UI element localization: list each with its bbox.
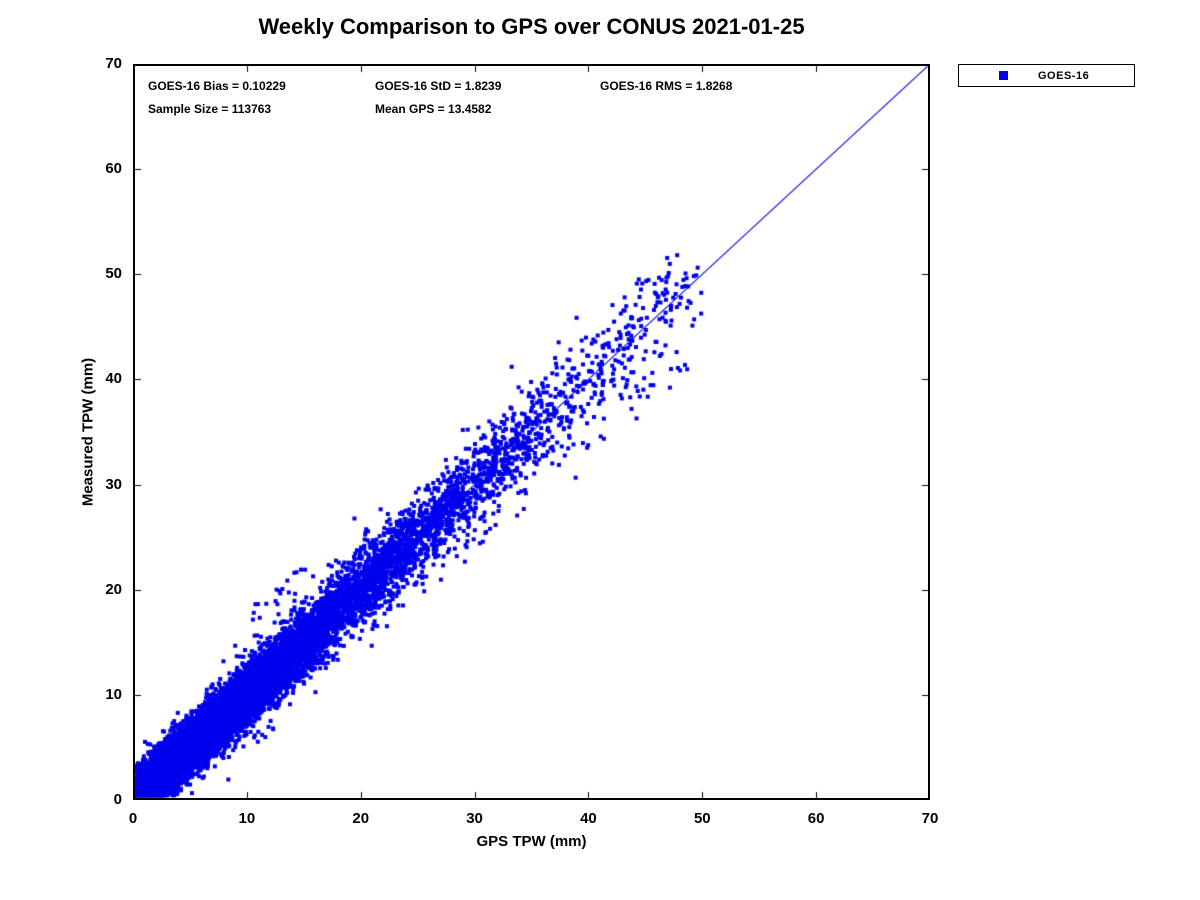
legend: GOES-16 [958, 64, 1135, 87]
x-tick-label: 30 [466, 810, 483, 827]
x-tick-label: 70 [921, 810, 939, 827]
x-tick-label: 10 [238, 810, 256, 827]
chart-title: Weekly Comparison to GPS over CONUS 2021… [258, 14, 805, 39]
x-axis-label: GPS TPW (mm) [476, 833, 587, 850]
y-tick-label: 50 [105, 265, 122, 283]
y-tick-label: 10 [105, 685, 122, 703]
legend-square-marker-icon [999, 71, 1008, 80]
y-tick-label: 70 [105, 55, 122, 72]
y-tick-label: 20 [105, 580, 122, 598]
stat-std: GOES-16 StD = 1.8239 [375, 79, 502, 93]
x-tick-label: 0 [128, 810, 138, 827]
y-axis-label: Measured TPW (mm) [79, 357, 97, 507]
y-tick-label: 0 [113, 791, 122, 808]
y-tick-label: 40 [105, 370, 122, 388]
stat-bias: GOES-16 Bias = 0.10229 [148, 79, 286, 93]
stat-rms: GOES-16 RMS = 1.8268 [600, 79, 733, 93]
x-tick-label: 50 [693, 810, 711, 827]
x-tick-label: 20 [352, 810, 370, 827]
y-tick-label: 30 [105, 475, 122, 493]
scatter-plot-canvas [133, 64, 930, 800]
legend-series-label: GOES-16 [1038, 69, 1090, 82]
x-tick-label: 40 [580, 810, 597, 827]
stat-mean-gps: Mean GPS = 13.4582 [375, 102, 492, 116]
x-tick-label: 60 [807, 810, 825, 827]
stat-sample-size: Sample Size = 113763 [148, 102, 272, 116]
y-tick-label: 60 [105, 160, 122, 178]
